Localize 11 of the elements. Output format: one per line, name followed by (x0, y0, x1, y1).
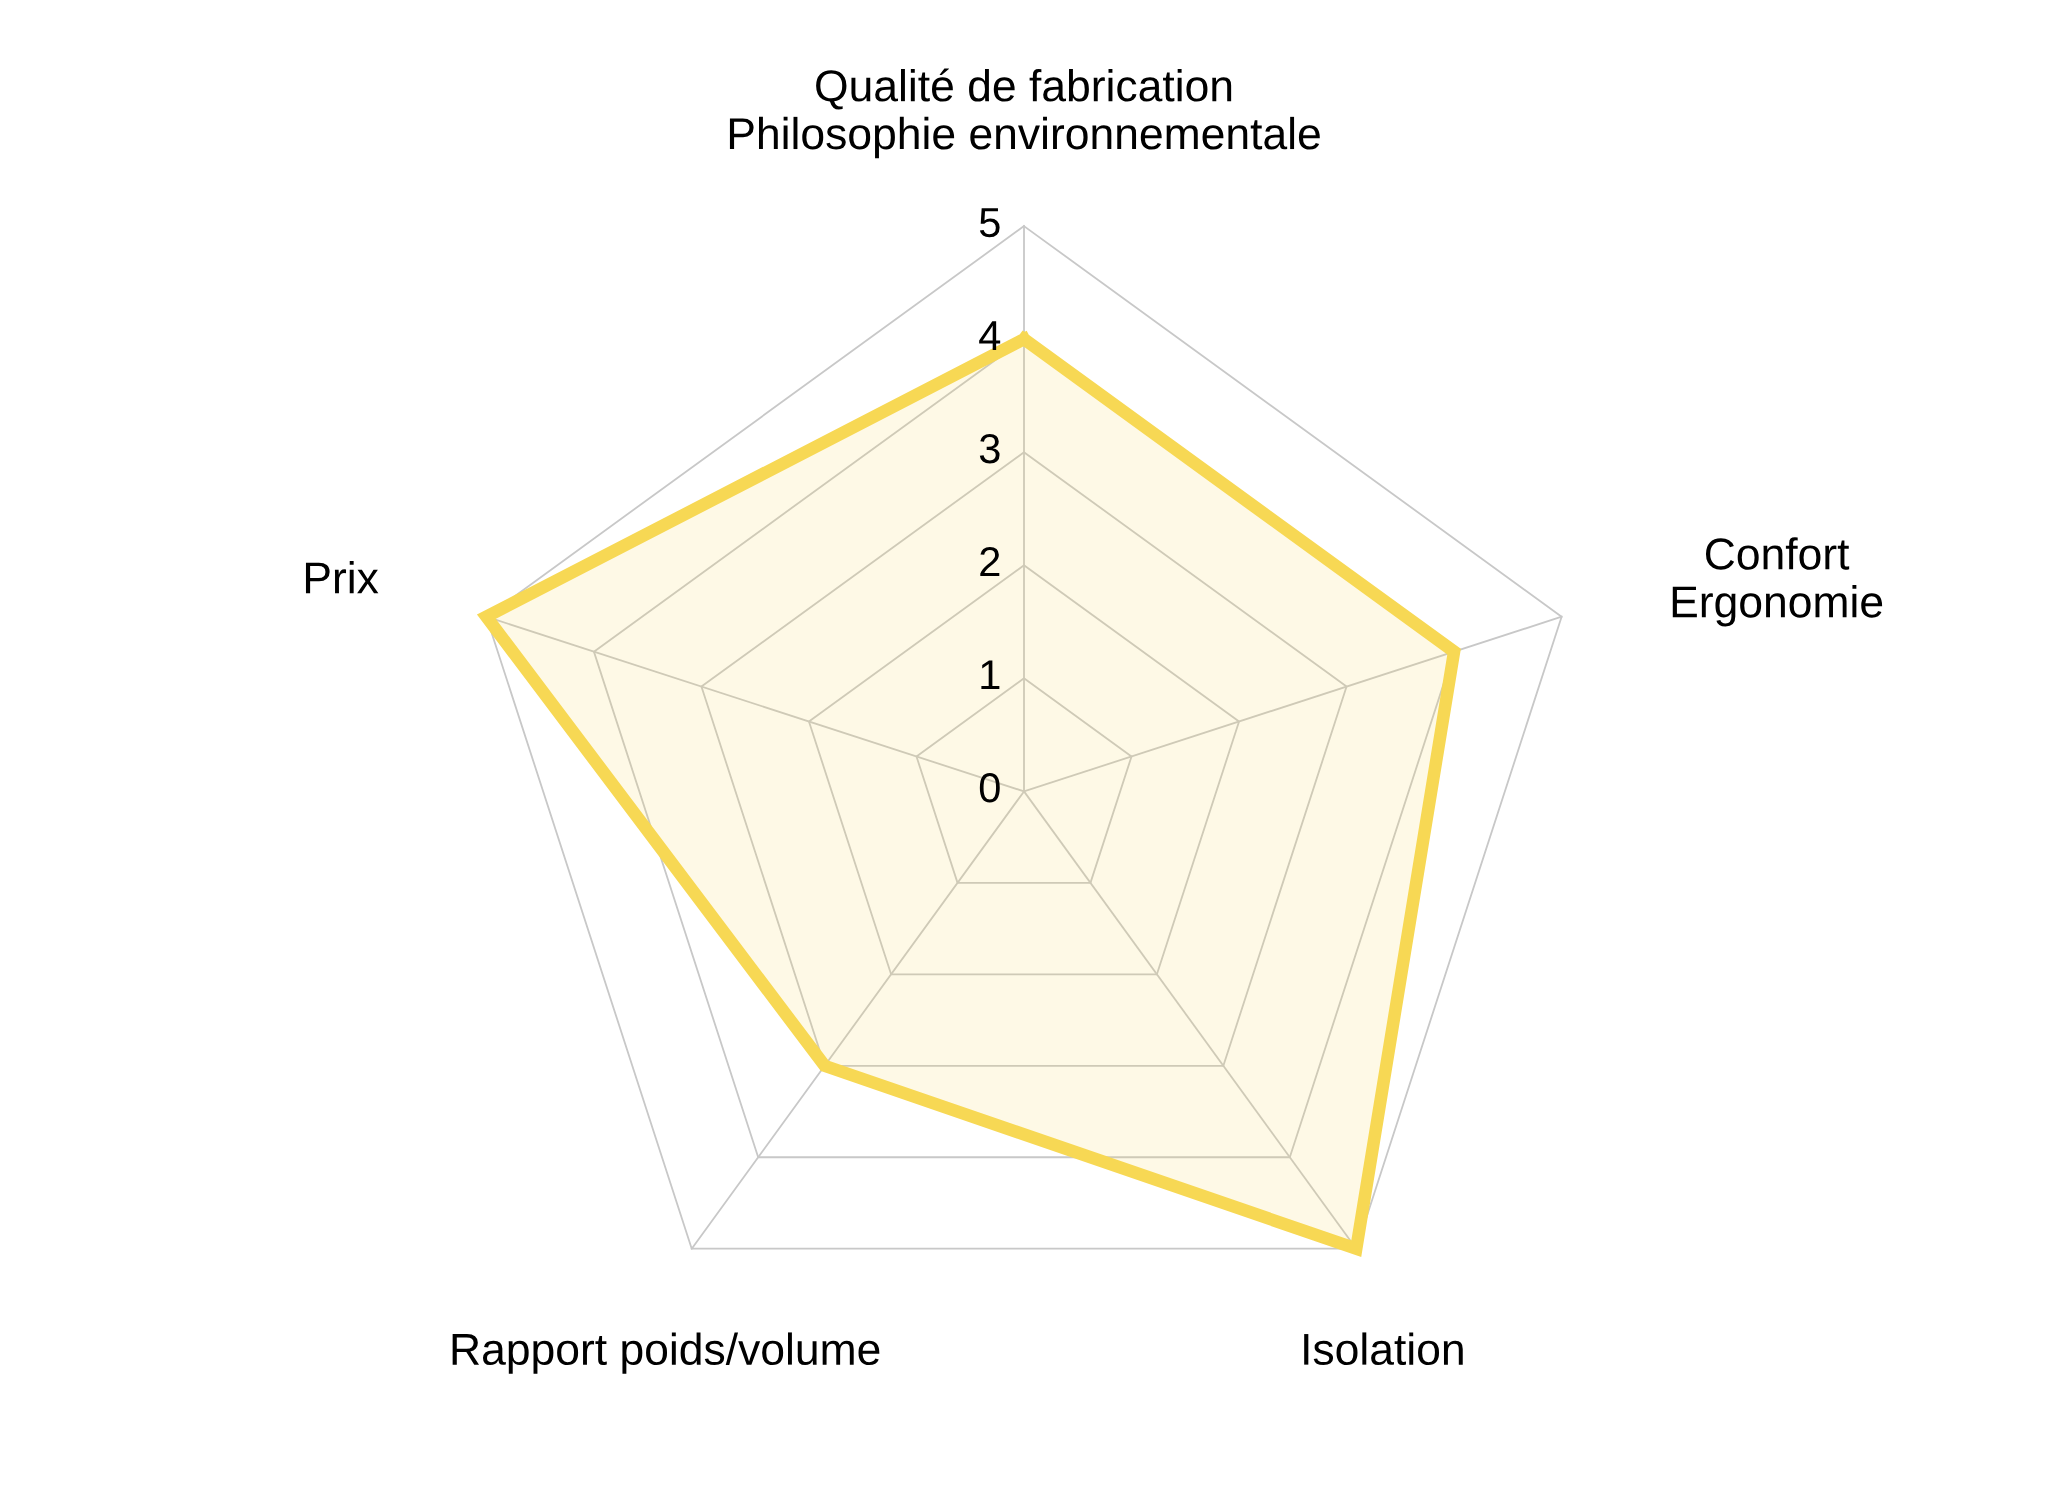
y-tick-label: 5 (979, 208, 1000, 238)
spoke-label: Isolation (1304, 1332, 1463, 1366)
spoke-label: Qualité de fabrication Philosophie environnementale (729, 68, 1320, 159)
y-tick-label: 4 (979, 321, 1001, 350)
spoke-label: Rapport poids/volume (452, 1332, 880, 1374)
spoke-label: Confort Ergonomie (1672, 537, 1883, 627)
spoke-label: Prix (305, 561, 379, 594)
y-tick-label: 3 (979, 433, 1000, 464)
y-tick-label: 1 (981, 660, 1000, 690)
y-tick-label: 2 (980, 546, 1000, 577)
y-tick-label: 0 (979, 773, 1000, 803)
